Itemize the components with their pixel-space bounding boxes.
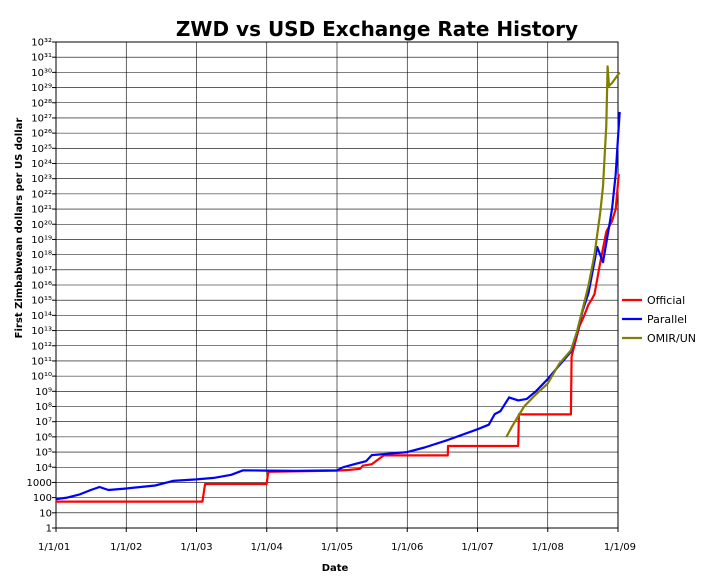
y-tick-label: 10¹⁸ [31, 250, 52, 261]
series-line-parallel [55, 111, 621, 501]
y-tick-label: 10²¹ [31, 205, 52, 216]
y-tick-label: 10²⁵ [31, 144, 52, 155]
legend: Official Parallel OMIR/UN [622, 294, 696, 345]
y-tick-label: 1 [46, 524, 52, 535]
y-tick-label: 10³² [31, 38, 52, 49]
y-axis-label: First Zimbabwean dollars per US dollar [14, 118, 25, 339]
y-tick-label: 10⁷ [35, 417, 52, 428]
legend-label: Official [647, 294, 685, 307]
x-tick-label: 1/1/07 [461, 542, 493, 553]
x-tick-label: 1/1/02 [110, 542, 142, 553]
y-tick-label: 10²² [31, 189, 52, 200]
legend-item: OMIR/UN [622, 332, 696, 345]
y-tick-label: 10²³ [31, 174, 52, 185]
x-tick-label: 1/1/08 [532, 542, 564, 553]
series-line-official [56, 174, 620, 503]
x-tick-label: 1/1/06 [391, 542, 423, 553]
legend-label: OMIR/UN [647, 332, 696, 345]
y-tick-label: 10⁴ [35, 463, 52, 474]
x-tick-label: 1/1/03 [180, 542, 212, 553]
y-tick-label: 10²⁸ [31, 98, 52, 109]
y-tick-label: 10²⁴ [31, 159, 52, 170]
y-tick-label: 10⁶ [35, 432, 52, 443]
x-tick-label: 1/1/04 [251, 542, 283, 553]
y-tick-label: 10¹⁰ [31, 372, 52, 383]
y-tick-label: 10²⁰ [31, 220, 52, 231]
x-tick-label: 1/1/01 [38, 542, 70, 553]
y-tick-label: 10⁹ [35, 387, 52, 398]
y-tick-label: 10¹⁴ [31, 311, 52, 322]
x-tick-label: 1/1/05 [321, 542, 353, 553]
x-axis-label: Date [322, 563, 349, 574]
y-tick-label: 10⁵ [35, 448, 52, 459]
y-tick-label: 10²⁷ [31, 113, 52, 124]
y-tick-label: 10¹² [31, 341, 52, 352]
y-tick-label: 10²⁶ [31, 129, 52, 140]
y-tick-label: 10¹⁷ [31, 265, 52, 276]
y-tick-label: 10¹¹ [31, 356, 52, 367]
series-lines [55, 65, 621, 503]
legend-label: Parallel [647, 313, 687, 326]
legend-item: Official [622, 294, 685, 307]
y-tick-label: 1000 [27, 478, 52, 489]
x-axis-ticks: 1/1/01 1/1/02 1/1/03 1/1/04 1/1/05 1/1/06 1/1/… [38, 528, 636, 553]
x-tick-label: 1/1/09 [604, 542, 636, 553]
y-tick-label: 100 [33, 493, 52, 504]
y-tick-label: 10¹⁶ [31, 281, 52, 292]
y-tick-label: 10³¹ [31, 53, 52, 64]
y-tick-label: 10⁸ [35, 402, 52, 413]
y-tick-label: 10¹⁵ [31, 296, 52, 307]
gridlines [56, 42, 618, 528]
y-tick-label: 10¹³ [31, 326, 52, 337]
y-tick-label: 10 [39, 508, 52, 519]
y-axis-ticks: 1 10 100 1000 10⁴ 10⁵ 10⁶ 10⁷ 10⁸ 10⁹ 10¹⁰ 10¹¹ 10¹²… [27, 38, 56, 535]
y-tick-label: 10²⁹ [31, 83, 52, 94]
legend-item: Parallel [622, 313, 687, 326]
y-tick-label: 10³⁰ [31, 68, 52, 79]
series-line-omir-un [505, 65, 621, 438]
chart-title: ZWD vs USD Exchange Rate History [176, 17, 578, 41]
y-tick-label: 10¹⁹ [31, 235, 52, 246]
